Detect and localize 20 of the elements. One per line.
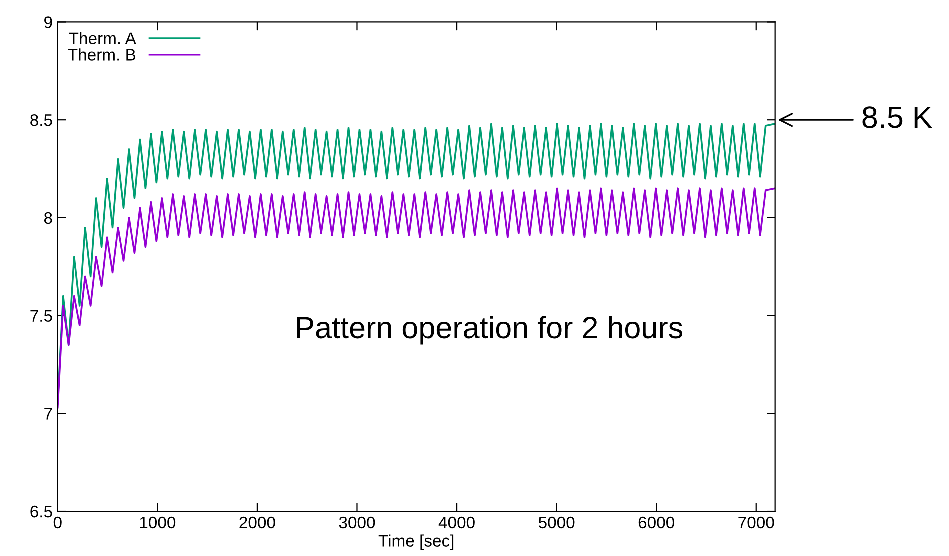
x-tick-label: 6000 [638, 516, 674, 529]
y-tick-label: 8.5 [30, 114, 52, 126]
x-tick-label: 5000 [538, 516, 575, 529]
x-tick-label: 2000 [240, 516, 276, 529]
x-tick-label: 7000 [738, 516, 774, 529]
line-series [58, 188, 776, 409]
x-tick-label: 4000 [438, 516, 475, 529]
legend-label: Therm. A [69, 32, 136, 44]
y-tick-label: 6.5 [30, 506, 52, 518]
legend-label: Therm. B [68, 48, 136, 61]
annotation: Pattern operation for 2 hours [297, 316, 683, 345]
annotation: 8.5 K [862, 106, 932, 128]
y-tick-label: 9 [44, 16, 52, 28]
x-tick-label: 0 [54, 516, 62, 529]
y-tick-label: 7 [44, 408, 52, 420]
x-tick-label: 1000 [140, 516, 176, 529]
x-tick-label: 3000 [339, 516, 376, 529]
x-axis-title: Time [sec] [378, 534, 454, 550]
y-tick-label: 7.5 [30, 310, 52, 322]
y-tick-label: 8 [44, 212, 52, 224]
